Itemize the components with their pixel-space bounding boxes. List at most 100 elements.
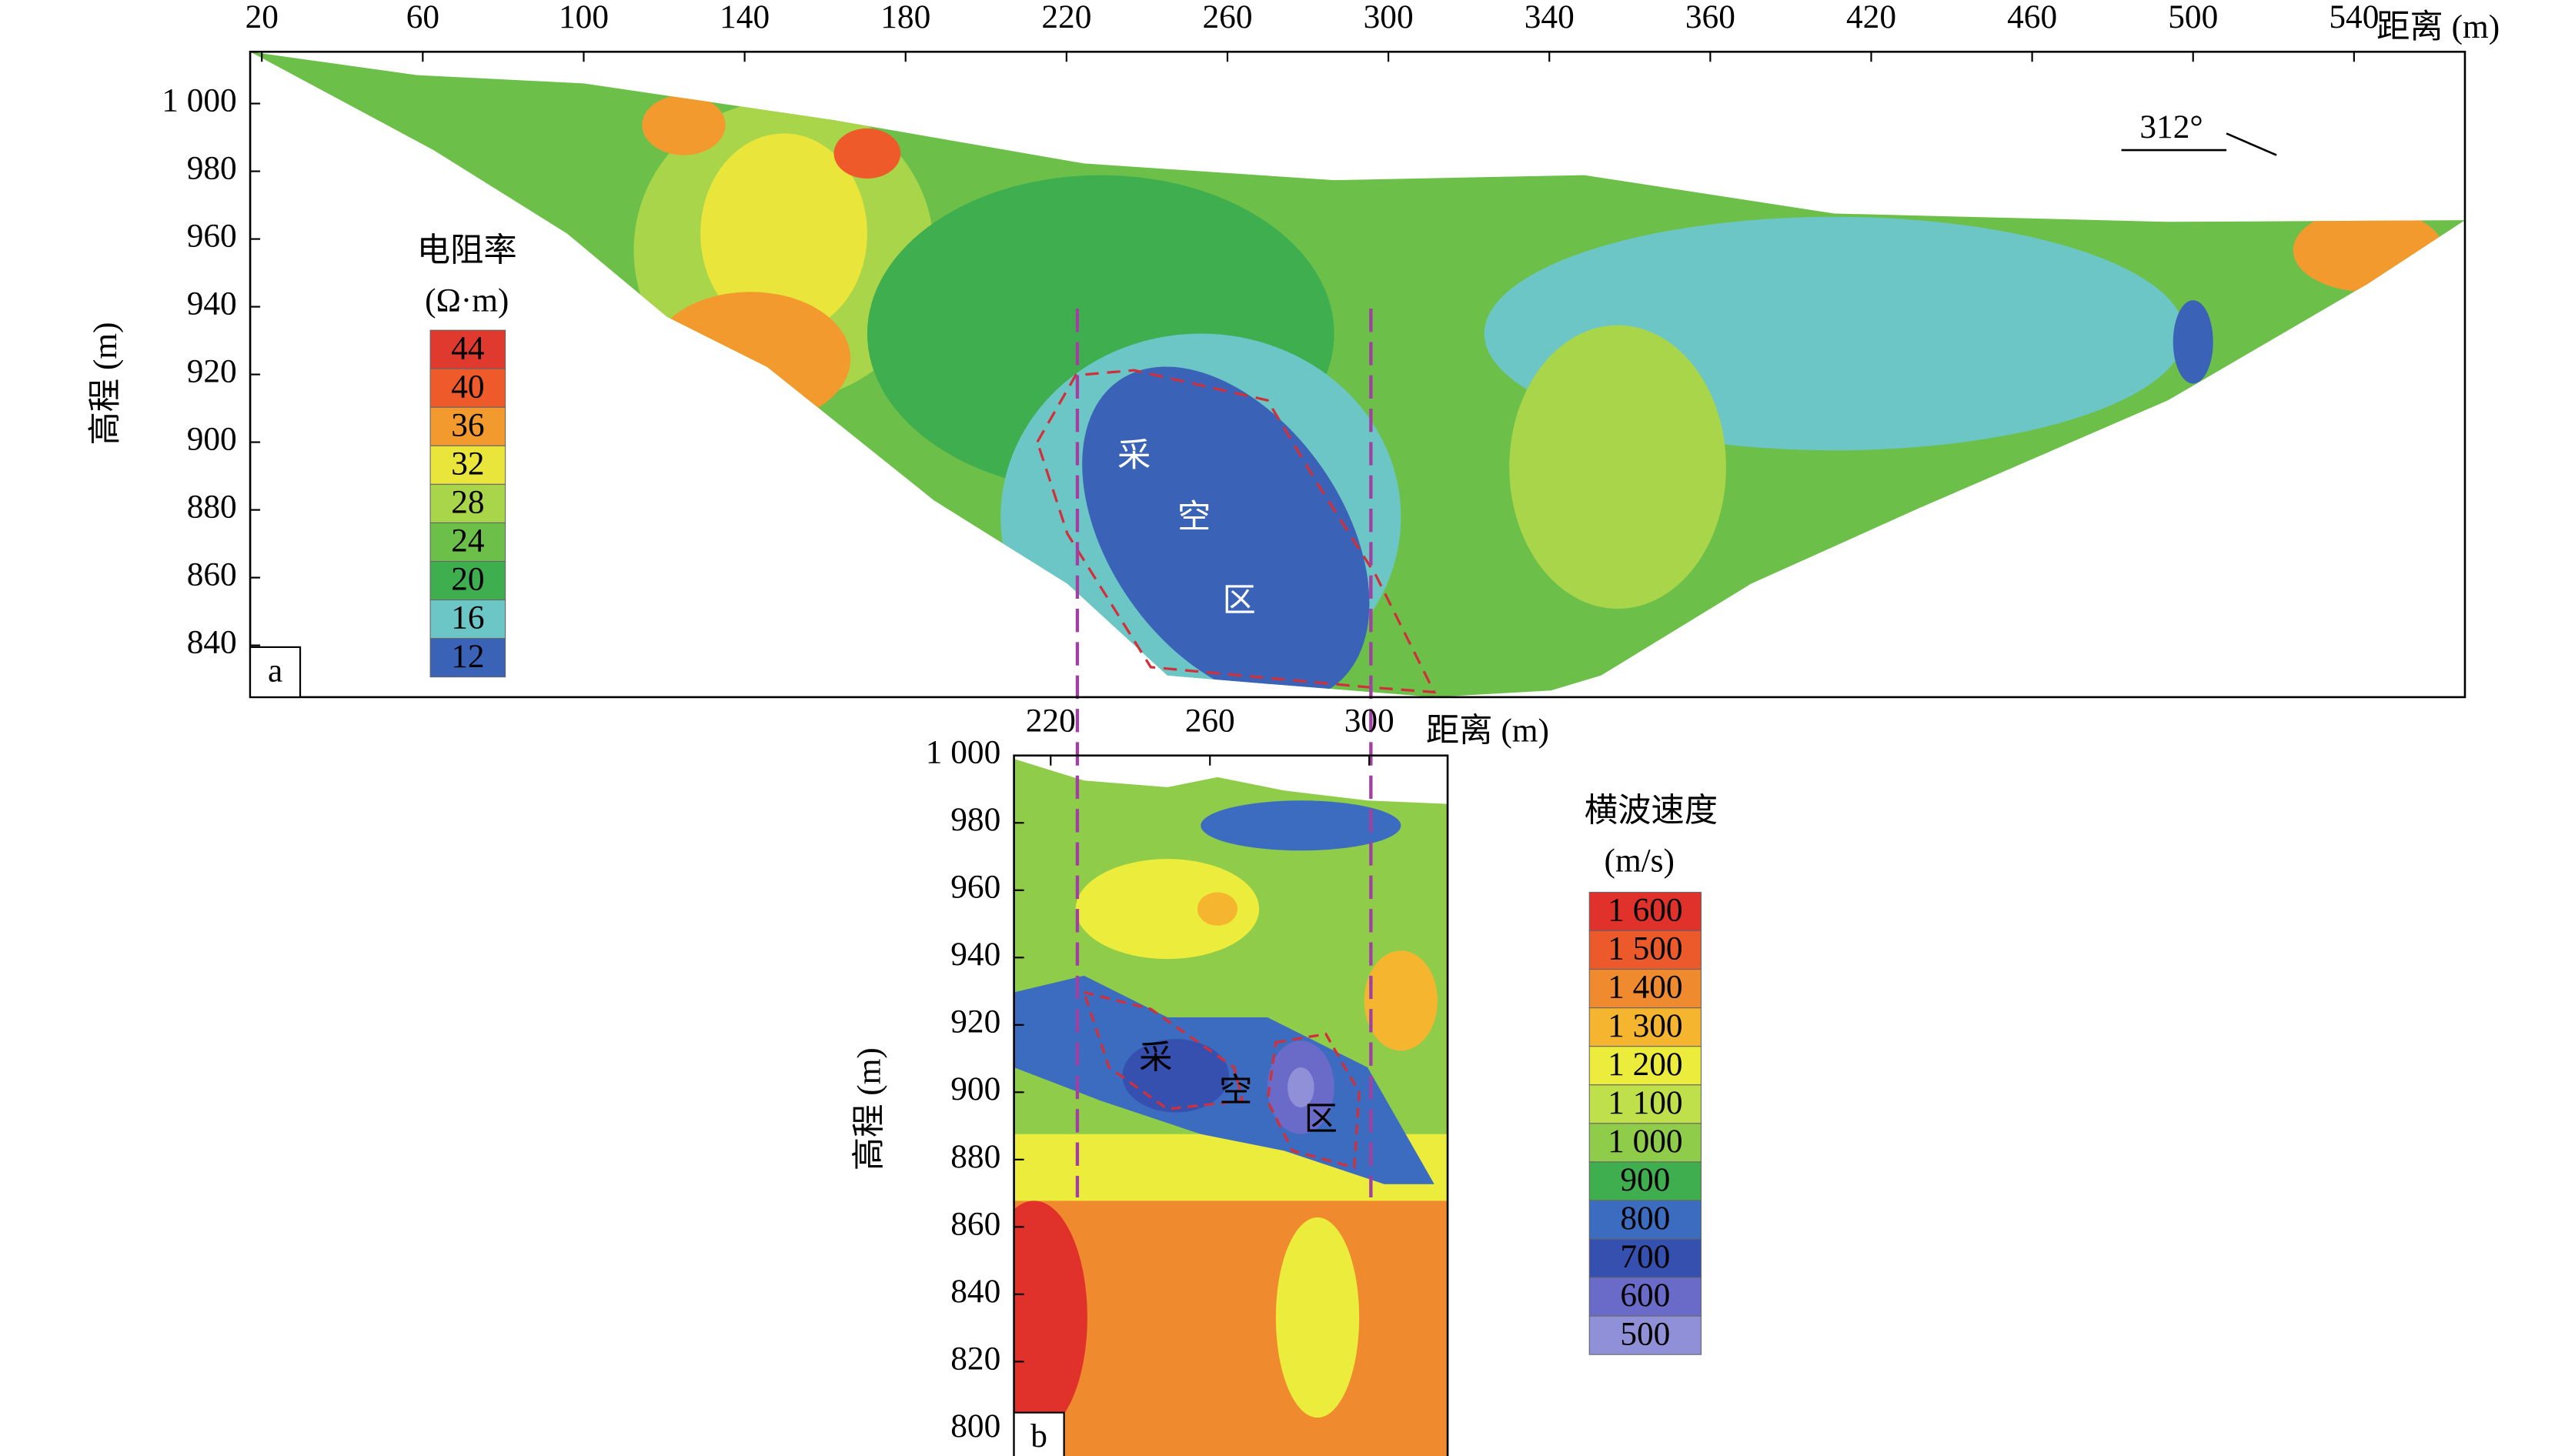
x-tick-label: 360 — [1685, 0, 1735, 35]
colorbar-swatch — [1588, 969, 1702, 1009]
y-axis-label: 高程 (m) — [850, 1047, 887, 1170]
colorbar-label: 16 — [451, 599, 484, 636]
annotation: 区 — [1304, 1100, 1338, 1137]
colorbar-swatch — [1588, 1161, 1702, 1201]
y-tick-label: 1 000 — [162, 82, 236, 119]
resistivity-contour — [250, 52, 2465, 697]
colorbar-swatch — [429, 638, 506, 678]
y-tick-label: 960 — [187, 218, 237, 255]
x-tick-label: 300 — [1364, 0, 1414, 35]
colorbar-label: 36 — [451, 406, 484, 443]
colorbar-swatch — [429, 406, 506, 446]
colorbar-swatch — [1588, 1007, 1702, 1047]
colorbar-label: 1 200 — [1608, 1046, 1683, 1083]
x-tick-label: 340 — [1525, 0, 1575, 35]
colorbar-unit: (Ω·m) — [425, 282, 509, 319]
colorbar-label: 20 — [451, 561, 484, 598]
y-tick-label: 900 — [187, 421, 237, 458]
x-tick-label: 180 — [880, 0, 930, 35]
annotation: 区 — [1222, 583, 1255, 619]
colorbar-label: 1 400 — [1608, 969, 1683, 1006]
colorbar-swatch — [1588, 1238, 1702, 1278]
colorbar-swatch — [1588, 891, 1702, 932]
x-tick-label: 500 — [2168, 0, 2218, 35]
colorbar-label: 1 000 — [1608, 1123, 1683, 1160]
y-axis-label: 高程 (m) — [87, 322, 124, 445]
y-tick-label: 920 — [950, 1004, 1000, 1040]
annotation: 312° — [2139, 109, 2203, 145]
x-tick-label: 260 — [1202, 0, 1252, 35]
x-tick-label: 140 — [720, 0, 770, 35]
x-tick-label: 220 — [1041, 0, 1091, 35]
annotation: 采 — [1139, 1039, 1172, 1076]
panel-label-box — [249, 646, 302, 698]
colorbar-swatch — [429, 599, 506, 640]
y-tick-label: 940 — [187, 286, 237, 322]
y-tick-label: 880 — [950, 1138, 1000, 1175]
colorbar-label: 40 — [451, 368, 484, 405]
colorbar-swatch — [1588, 1084, 1702, 1124]
velocity-contour — [1014, 759, 1448, 1456]
x-tick-label: 60 — [406, 0, 439, 35]
plot-frame — [1013, 754, 1449, 1456]
colorbar-label: 800 — [1620, 1200, 1670, 1237]
y-tick-label: 800 — [950, 1408, 1000, 1444]
colorbar-swatch — [429, 483, 506, 523]
x-tick-label: 260 — [1185, 703, 1235, 740]
void-outline — [1082, 990, 1244, 1110]
y-tick-label: 980 — [950, 801, 1000, 838]
x-tick-label: 540 — [2329, 0, 2379, 35]
colorbar-title: 横波速度 — [1585, 793, 1718, 830]
colorbar-swatch — [429, 368, 506, 408]
x-tick-label: 460 — [2007, 0, 2057, 35]
y-tick-label: 900 — [950, 1070, 1000, 1107]
void-outline — [1036, 369, 1437, 694]
colorbar-label: 44 — [451, 329, 484, 366]
colorbar-label: 600 — [1620, 1277, 1670, 1314]
colorbar-label: 900 — [1620, 1161, 1670, 1198]
colorbar-label: 500 — [1620, 1315, 1670, 1352]
colorbar-label: 1 300 — [1608, 1007, 1683, 1044]
colorbar-label: 700 — [1620, 1238, 1670, 1275]
colorbar-label: 32 — [451, 445, 484, 482]
panel-label-box — [1013, 1411, 1065, 1456]
colorbar-label: 24 — [451, 523, 484, 559]
colorbar-label: 1 600 — [1608, 892, 1683, 929]
y-tick-label: 920 — [187, 353, 237, 390]
colorbar-swatch — [1588, 1123, 1702, 1163]
annotation: 空 — [1177, 499, 1211, 536]
colorbar-unit: (m/s) — [1605, 843, 1675, 880]
y-tick-label: 940 — [950, 936, 1000, 973]
direction-arrow — [2226, 132, 2277, 156]
x-tick-label: 100 — [559, 0, 609, 35]
x-axis-label: 距离 (m) — [1426, 713, 1549, 750]
colorbar-label: 1 100 — [1608, 1084, 1683, 1121]
colorbar-swatch — [1588, 1315, 1702, 1355]
y-tick-label: 840 — [950, 1273, 1000, 1310]
annotation: 采 — [1117, 437, 1151, 474]
y-tick-label: 840 — [187, 624, 237, 661]
y-tick-label: 880 — [187, 489, 237, 526]
colorbar-swatch — [429, 329, 506, 369]
y-tick-label: 980 — [187, 150, 237, 187]
panel-label: a — [268, 653, 282, 690]
void-outline — [1266, 1032, 1361, 1170]
y-tick-label: 860 — [187, 556, 237, 593]
colorbar-swatch — [429, 560, 506, 601]
y-tick-label: 960 — [950, 869, 1000, 906]
colorbar-label: 1 500 — [1608, 930, 1683, 967]
x-tick-label: 20 — [245, 0, 279, 35]
colorbar-label: 28 — [451, 484, 484, 521]
y-tick-label: 820 — [950, 1340, 1000, 1377]
colorbar-label: 12 — [451, 638, 484, 675]
annotation: 空 — [1219, 1073, 1252, 1110]
x-tick-label: 420 — [1846, 0, 1896, 35]
panel-label: b — [1030, 1418, 1047, 1454]
colorbar-swatch — [1588, 1277, 1702, 1317]
y-tick-label: 860 — [950, 1205, 1000, 1242]
colorbar-title: 电阻率 — [417, 232, 517, 269]
y-tick-label: 1 000 — [926, 734, 1001, 771]
x-tick-label: 300 — [1344, 703, 1394, 740]
colorbar-swatch — [429, 522, 506, 563]
